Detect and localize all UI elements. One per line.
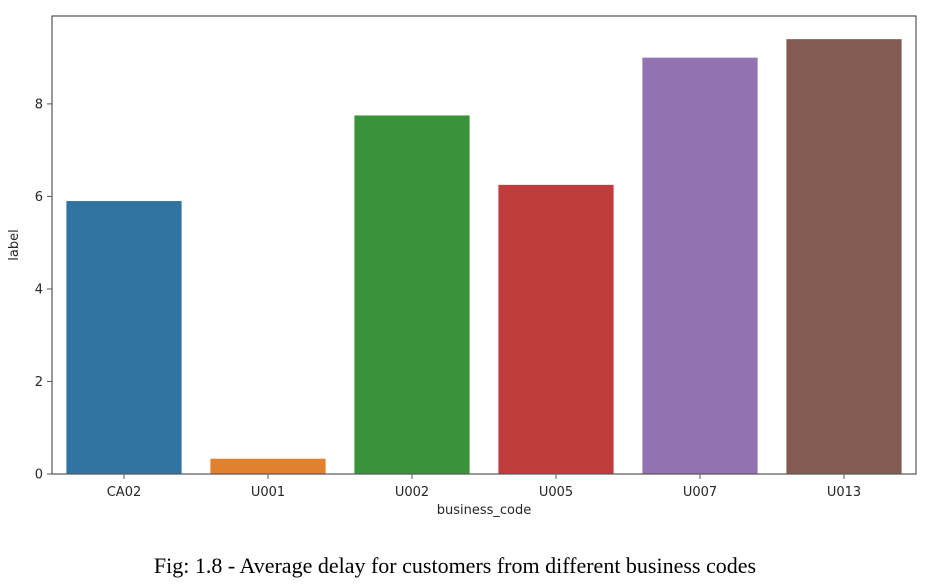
bar-ca02 (66, 201, 182, 475)
x-tick-label: U001 (251, 485, 285, 500)
x-tick-label: U013 (827, 485, 861, 500)
y-axis: 0 2 4 6 8 (35, 97, 52, 483)
y-tick-label: 6 (35, 190, 43, 205)
bar-u002 (354, 115, 470, 475)
x-tick-label: U007 (683, 485, 717, 500)
x-tick-label: CA02 (107, 485, 142, 500)
figure-caption: Fig: 1.8 - Average delay for customers f… (153, 553, 757, 578)
bars-group (66, 39, 902, 475)
x-axis: CA02 U001 U002 U005 U007 U013 (107, 474, 861, 500)
plot-frame (51, 15, 917, 475)
x-axis-label: business_code (437, 503, 532, 518)
x-tick-label: U005 (539, 485, 573, 500)
y-axis-label: label (7, 229, 22, 260)
y-tick-label: 4 (35, 282, 43, 297)
bar-u001 (210, 458, 326, 474)
x-tick-label: U002 (395, 485, 429, 500)
y-tick-label: 2 (35, 375, 43, 390)
y-tick-label: 8 (35, 97, 43, 112)
bar-u005 (498, 184, 614, 475)
bar-chart: 0 2 4 6 8 CA02 U001 U002 U005 U007 U013 business_… (7, 15, 917, 518)
bar-u013 (786, 39, 902, 474)
bar-u007 (642, 57, 758, 474)
y-tick-label: 0 (35, 468, 43, 483)
